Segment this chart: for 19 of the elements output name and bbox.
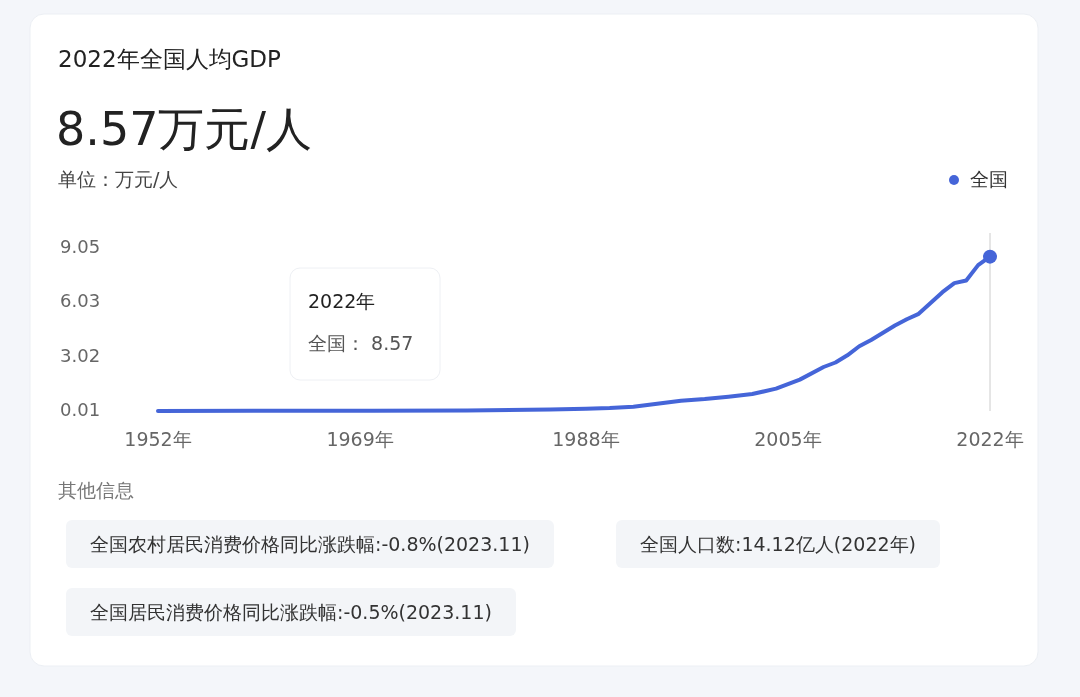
legend-label: 全国 bbox=[970, 167, 1008, 190]
text: 其他信息 bbox=[58, 479, 134, 501]
y-tick-label: 0.01 bbox=[60, 399, 101, 420]
y-axis-title: 单位：万元/人 bbox=[58, 168, 179, 190]
text: 全国人口数:14.12亿人(2022年) bbox=[640, 532, 916, 555]
chart-title: 2022年全国人均GDP bbox=[58, 46, 282, 72]
text: 全国农村居民消费价格同比涨跌幅:-0.8%(2023.11) bbox=[90, 532, 530, 555]
text: 全国居民消费价格同比涨跌幅:-0.5%(2023.11) bbox=[90, 600, 492, 623]
x-tick-label: 2022年 bbox=[956, 428, 1024, 450]
x-tick-label: 1952年 bbox=[124, 428, 192, 450]
y-tick-label: 6.03 bbox=[60, 290, 101, 312]
y-tick-label: 9.05 bbox=[60, 236, 101, 257]
annotation: 全国： 8.57 bbox=[308, 332, 414, 354]
chart-subtitle: 8.57万元/人 bbox=[56, 102, 312, 156]
x-tick-label: 1969年 bbox=[326, 428, 394, 450]
x-tick-label: 2005年 bbox=[754, 428, 822, 450]
y-tick-label: 3.02 bbox=[60, 344, 101, 366]
annotation: 2022年 bbox=[308, 290, 376, 312]
x-tick-label: 1988年 bbox=[552, 428, 620, 450]
